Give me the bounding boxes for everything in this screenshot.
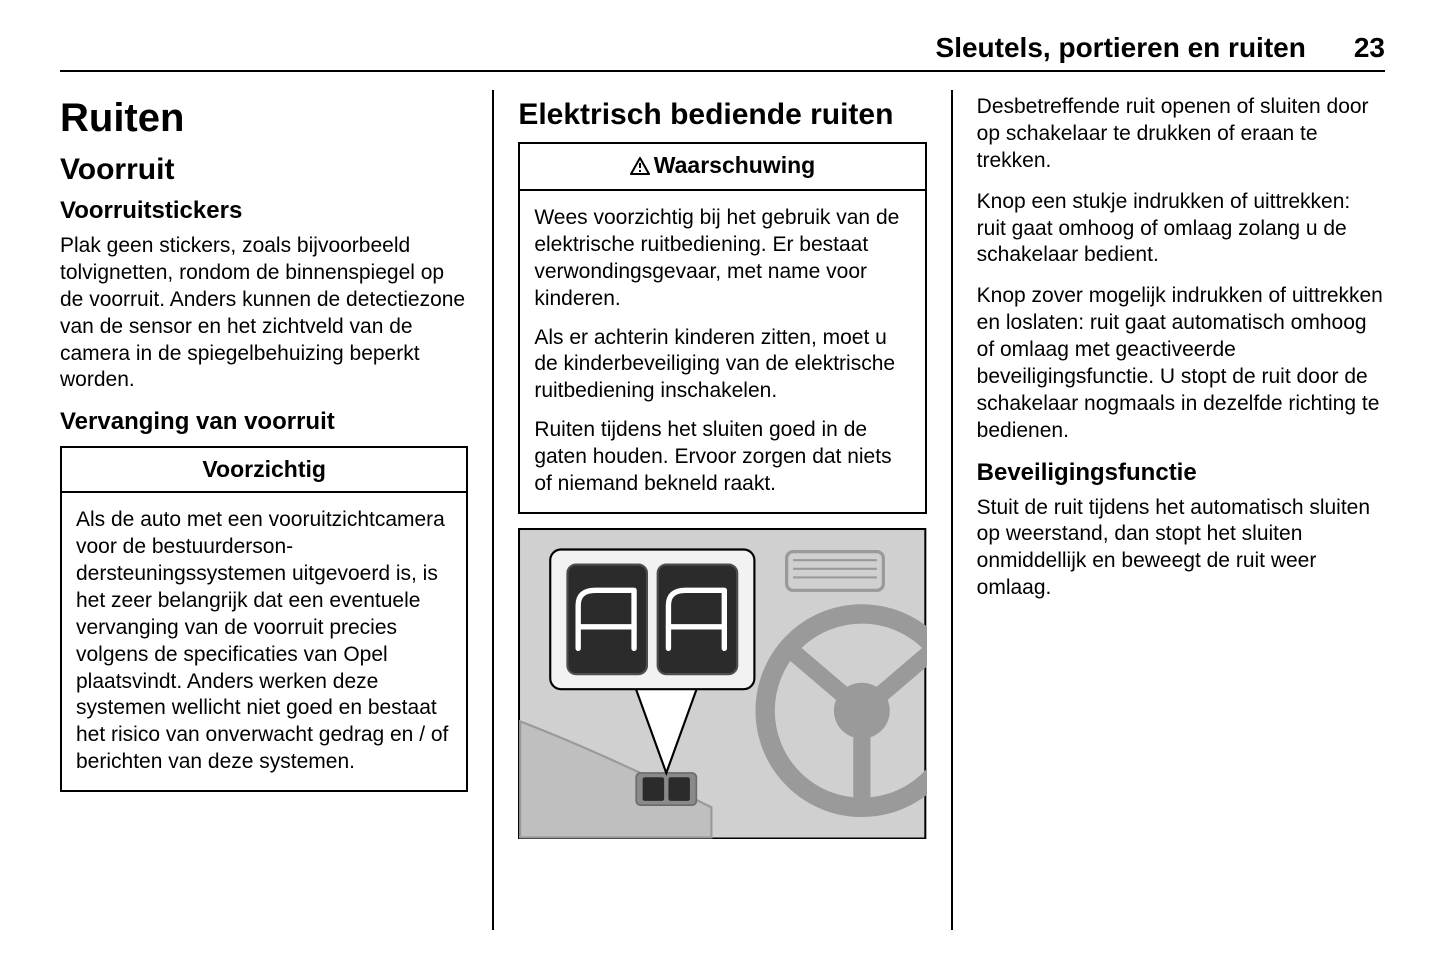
caution-para-1: Als de auto met een vooruitzicht­camera …	[76, 507, 452, 776]
col3-para-3: Knop zover mogelijk indrukken of uittrek…	[977, 283, 1385, 444]
warning-title-text: Waarschuwing	[654, 152, 815, 178]
heading-voorruit: Voorruit	[60, 153, 468, 187]
heading-beveiliging: Beveiligingsfunctie	[977, 459, 1385, 487]
col3-para-1: Desbetreffende ruit openen of sluiten do…	[977, 94, 1385, 175]
warning-content: Wees voorzichtig bij het gebruik van de …	[520, 191, 924, 512]
warning-triangle-icon	[630, 154, 650, 181]
manual-page: Sleutels, portieren en ruiten 23 Ruiten …	[0, 0, 1445, 966]
heading-vervanging: Vervanging van voorruit	[60, 408, 468, 436]
column-1: Ruiten Voorruit Voorruitstickers Plak ge…	[60, 90, 492, 930]
column-3: Desbetreffende ruit openen of sluiten do…	[951, 90, 1385, 930]
heading-elektrisch: Elektrisch bediende ruiten	[518, 98, 926, 132]
window-switch-svg	[518, 528, 926, 840]
section-title: Sleutels, portieren en ruiten	[936, 32, 1306, 64]
para-voorruitstickers: Plak geen stickers, zoals bijvoorbeeld t…	[60, 233, 468, 394]
col3-para-2: Knop een stukje indrukken of uittrek­ken…	[977, 189, 1385, 270]
column-2: Elektrisch bediende ruiten Waarschuwing …	[492, 90, 950, 930]
running-header: Sleutels, portieren en ruiten 23	[60, 32, 1385, 72]
caution-title: Voorzichtig	[62, 448, 466, 493]
caution-content: Als de auto met een vooruitzicht­camera …	[62, 493, 466, 790]
heading-voorruitstickers: Voorruitstickers	[60, 197, 468, 225]
window-switch-figure	[518, 528, 926, 840]
warning-para-1: Wees voorzichtig bij het gebruik van de …	[534, 205, 910, 313]
warning-title: Waarschuwing	[520, 144, 924, 191]
heading-ruiten: Ruiten	[60, 96, 468, 141]
warning-box: Waarschuwing Wees voorzichtig bij het ge…	[518, 142, 926, 514]
content-columns: Ruiten Voorruit Voorruitstickers Plak ge…	[60, 90, 1385, 930]
warning-para-3: Ruiten tijdens het sluiten goed in de ga…	[534, 417, 910, 498]
page-number: 23	[1354, 32, 1385, 64]
caution-box: Voorzichtig Als de auto met een vooruitz…	[60, 446, 468, 792]
col3-para-4: Stuit de ruit tijdens het automatisch sl…	[977, 495, 1385, 603]
warning-para-2: Als er achterin kinderen zitten, moet u …	[534, 325, 910, 406]
